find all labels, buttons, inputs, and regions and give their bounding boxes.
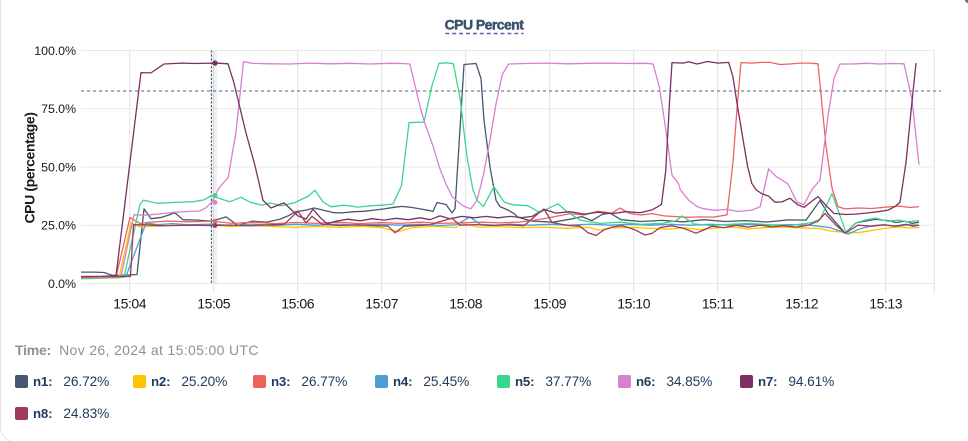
svg-text:15:04: 15:04 [113,296,146,312]
svg-text:15:05: 15:05 [197,296,230,312]
svg-text:75.0%: 75.0% [41,102,76,116]
svg-text:15:08: 15:08 [449,296,482,312]
svg-text:50.0%: 50.0% [41,160,76,174]
svg-text:CPU (percentage): CPU (percentage) [22,112,38,223]
svg-text:100.0%: 100.0% [34,44,76,58]
svg-text:15:13: 15:13 [869,296,902,312]
svg-text:15:06: 15:06 [281,296,314,312]
svg-text:15:12: 15:12 [785,296,818,312]
svg-text:0.0%: 0.0% [48,277,76,291]
svg-text:CPU Percent: CPU Percent [445,17,525,33]
svg-text:25.0%: 25.0% [41,219,76,233]
svg-text:15:10: 15:10 [617,296,650,312]
svg-text:15:09: 15:09 [533,296,566,312]
svg-text:15:11: 15:11 [702,296,734,312]
svg-text:15:07: 15:07 [365,296,398,312]
